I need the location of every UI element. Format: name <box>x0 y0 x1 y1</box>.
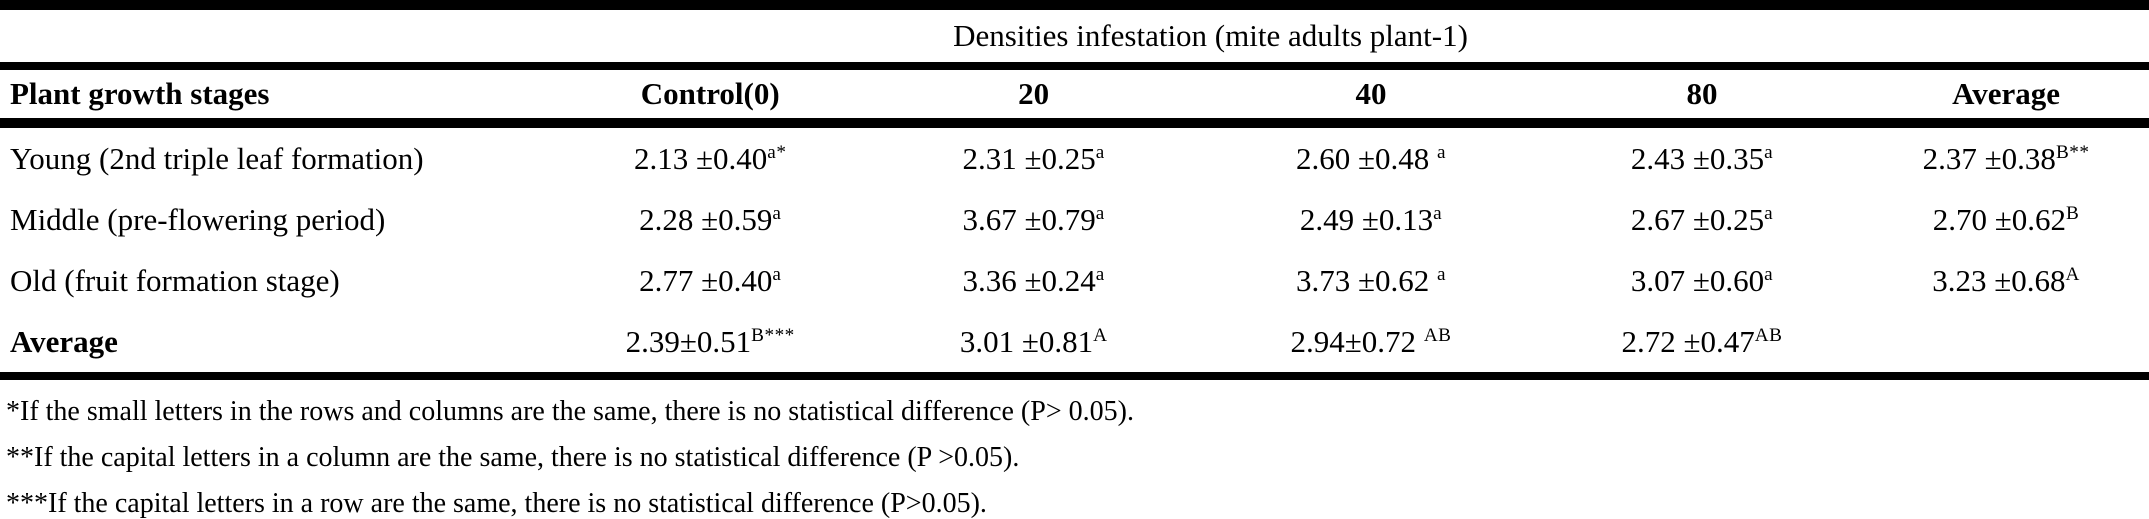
value-text: 3.07 ±0.60 <box>1630 262 1765 298</box>
superscript: a <box>1437 141 1447 163</box>
superscript: a* <box>767 141 787 163</box>
column-header-row: Plant growth stages Control(0) 20 40 80 … <box>0 66 2149 128</box>
value-text: 3.01 ±0.81 <box>959 323 1094 359</box>
superscript: a <box>1764 202 1774 224</box>
value-cell: 2.60 ±0.48 a <box>1201 123 1541 189</box>
value-text: 3.67 ±0.79 <box>962 201 1096 237</box>
table-row-old: Old (fruit formation stage) 2.77 ±0.40a … <box>0 250 2149 311</box>
table-row-average: Average 2.39±0.51B*** 3.01 ±0.81A 2.94±0… <box>0 311 2149 380</box>
value-cell: 2.67 ±0.25a <box>1541 189 1863 250</box>
superscript: AB <box>1754 324 1783 346</box>
row-label: Middle (pre-flowering period) <box>10 201 386 237</box>
superscript: a <box>1764 263 1774 285</box>
value-cell: 2.37 ±0.38B** <box>1863 123 2149 189</box>
densities-infestation-table: Densities infestation (mite adults plant… <box>0 0 2149 380</box>
value-cell: 3.01 ±0.81A <box>866 311 1202 380</box>
superscript: A <box>2065 263 2080 285</box>
footnote-capital-letters-column: **If the capital letters in a column are… <box>6 442 1020 473</box>
superscript: a <box>772 202 782 224</box>
superscript: a <box>1095 202 1105 224</box>
value-cell: 2.13 ±0.40a* <box>554 123 866 189</box>
value-text: 2.31 ±0.25 <box>962 140 1096 176</box>
column-header-control: Control(0) <box>554 66 867 128</box>
value-text: 2.77 ±0.40 <box>639 262 773 298</box>
superscript: B** <box>2055 141 2090 163</box>
superscript: a <box>1437 263 1447 285</box>
row-label: Young (2nd triple leaf formation) <box>10 140 424 176</box>
value-text: 2.43 ±0.35 <box>1630 140 1765 176</box>
value-cell: 2.77 ±0.40a <box>554 250 866 311</box>
value-cell: 2.43 ±0.35a <box>1541 123 1863 189</box>
value-cell: 3.36 ±0.24a <box>866 250 1201 311</box>
table-row-young: Young (2nd triple leaf formation) 2.13 ±… <box>0 123 2149 189</box>
value-text: 2.28 ±0.59 <box>639 201 773 237</box>
value-cell: 3.07 ±0.60a <box>1541 250 1863 311</box>
value-text: 2.39±0.51 <box>625 323 752 359</box>
column-header-plant-growth-stages: Plant growth stages <box>0 66 555 128</box>
value-text: 3.36 ±0.24 <box>962 262 1096 298</box>
value-text: 2.13 ±0.40 <box>634 140 768 176</box>
column-header-average: Average <box>1863 66 2149 128</box>
row-label: Average <box>0 311 555 380</box>
value-cell: 2.70 ±0.62B <box>1863 189 2149 250</box>
superscript: a <box>1095 263 1105 285</box>
span-header-row: Densities infestation (mite adults plant… <box>0 5 2149 70</box>
footnote-capital-letters-row: ***If the capital letters in a row are t… <box>6 488 987 519</box>
value-text: 3.23 ±0.68 <box>1932 262 2066 298</box>
value-cell: 3.67 ±0.79a <box>866 189 1201 250</box>
value-cell: 2.28 ±0.59a <box>554 189 866 250</box>
value-cell: 2.39±0.51B*** <box>554 311 867 380</box>
column-header-20: 20 <box>866 66 1202 128</box>
value-text: 2.70 ±0.62 <box>1932 201 2067 237</box>
value-cell: 3.23 ±0.68A <box>1863 250 2149 311</box>
value-text: 2.49 ±0.13 <box>1299 201 1434 237</box>
value-cell: 2.72 ±0.47AB <box>1540 311 1864 380</box>
value-text: 2.37 ±0.38 <box>1922 140 2056 176</box>
superscript: B <box>2066 202 2080 224</box>
superscript: A <box>1093 324 1108 346</box>
value-cell: 3.73 ±0.62 a <box>1201 250 1541 311</box>
column-header-40: 40 <box>1201 66 1541 128</box>
value-text: 3.73 ±0.62 <box>1296 262 1438 298</box>
table-span-title: Densities infestation (mite adults plant… <box>953 18 1468 53</box>
column-header-80: 80 <box>1540 66 1864 128</box>
superscript: AB <box>1423 324 1452 346</box>
table-row-middle: Middle (pre-flowering period) 2.28 ±0.59… <box>0 189 2149 250</box>
value-text: 2.72 ±0.47 <box>1621 323 1755 359</box>
value-cell: 2.31 ±0.25a <box>866 123 1201 189</box>
footnote-small-letters: *If the small letters in the rows and co… <box>6 396 1134 427</box>
row-label: Old (fruit formation stage) <box>10 262 340 298</box>
superscript: a <box>1095 141 1105 163</box>
value-cell: 2.94±0.72 AB <box>1201 311 1541 380</box>
superscript: a <box>1433 202 1443 224</box>
value-text: 2.67 ±0.25 <box>1630 201 1765 237</box>
superscript: a <box>1764 141 1774 163</box>
footnotes: *If the small letters in the rows and co… <box>0 380 2149 519</box>
superscript: a <box>772 263 782 285</box>
value-cell-empty <box>1863 311 2149 380</box>
value-text: 2.60 ±0.48 <box>1296 140 1438 176</box>
value-text: 2.94±0.72 <box>1290 323 1424 359</box>
value-cell: 2.49 ±0.13a <box>1201 189 1541 250</box>
span-header-cell: Densities infestation (mite adults plant… <box>0 5 2149 70</box>
superscript: B*** <box>751 324 795 346</box>
